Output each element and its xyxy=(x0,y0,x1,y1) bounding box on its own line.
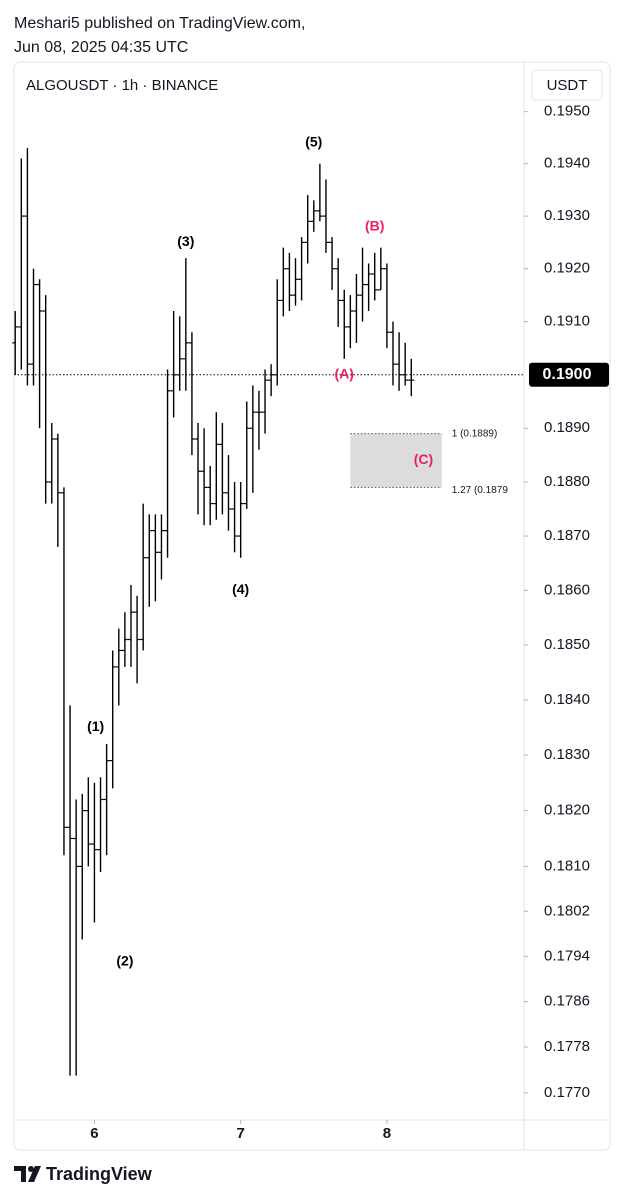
x-tick-label: 8 xyxy=(383,1125,391,1142)
y-tick-label: 0.1910 xyxy=(544,313,590,330)
fib-label: 1 (0.1889) xyxy=(452,428,498,439)
y-tick-label: 0.1802 xyxy=(544,902,590,919)
footer-logo xyxy=(14,1166,41,1182)
y-tick-label: 0.1850 xyxy=(544,636,590,653)
y-unit: USDT xyxy=(547,77,588,94)
author-line: Meshari5 published on TradingView.com, xyxy=(14,15,305,32)
wave-label: (C) xyxy=(414,451,433,467)
brand: TradingView xyxy=(46,1164,153,1184)
logo-dot xyxy=(28,1166,34,1172)
wave-label: (3) xyxy=(177,233,194,249)
y-tick-label: 0.1830 xyxy=(544,746,590,763)
y-tick-label: 0.1880 xyxy=(544,473,590,490)
y-tick-label: 0.1930 xyxy=(544,207,590,224)
fib-label: 1.27 (0.1879 xyxy=(452,485,509,496)
y-tick-label: 0.1950 xyxy=(544,103,590,120)
wave-label: (B) xyxy=(365,217,384,233)
y-tick-label: 0.1810 xyxy=(544,857,590,874)
y-tick-label: 0.1860 xyxy=(544,581,590,598)
chart-title: ALGOUSDT · 1h · BINANCE xyxy=(26,77,218,94)
y-tick-label: 0.1820 xyxy=(544,802,590,819)
price-label-box xyxy=(529,362,609,387)
y-tick-label: 0.1770 xyxy=(544,1084,590,1101)
y-tick-label: 0.1920 xyxy=(544,260,590,277)
wave-label: (1) xyxy=(87,718,104,734)
unit-box xyxy=(531,69,603,101)
y-tick-label: 0.1794 xyxy=(544,947,590,964)
x-tick-label: 6 xyxy=(90,1125,98,1142)
chart-frame xyxy=(13,61,611,1151)
price-label: 0.1900 xyxy=(543,366,592,383)
logo-icon xyxy=(14,1166,41,1182)
wave-label: (A) xyxy=(335,366,354,382)
wave-label: (2) xyxy=(116,953,133,969)
y-tick-label: 0.1870 xyxy=(544,527,590,544)
fib-zone xyxy=(350,433,442,488)
x-tick-label: 7 xyxy=(236,1125,244,1142)
y-tick-label: 0.1840 xyxy=(544,691,590,708)
y-tick-label: 0.1778 xyxy=(544,1038,590,1055)
date-line: Jun 08, 2025 04:35 UTC xyxy=(14,39,188,56)
y-tick-label: 0.1890 xyxy=(544,419,590,436)
wave-label: (5) xyxy=(305,134,322,150)
wave-label: (4) xyxy=(232,581,249,597)
y-tick-label: 0.1940 xyxy=(544,155,590,172)
y-tick-label: 0.1786 xyxy=(544,993,590,1010)
